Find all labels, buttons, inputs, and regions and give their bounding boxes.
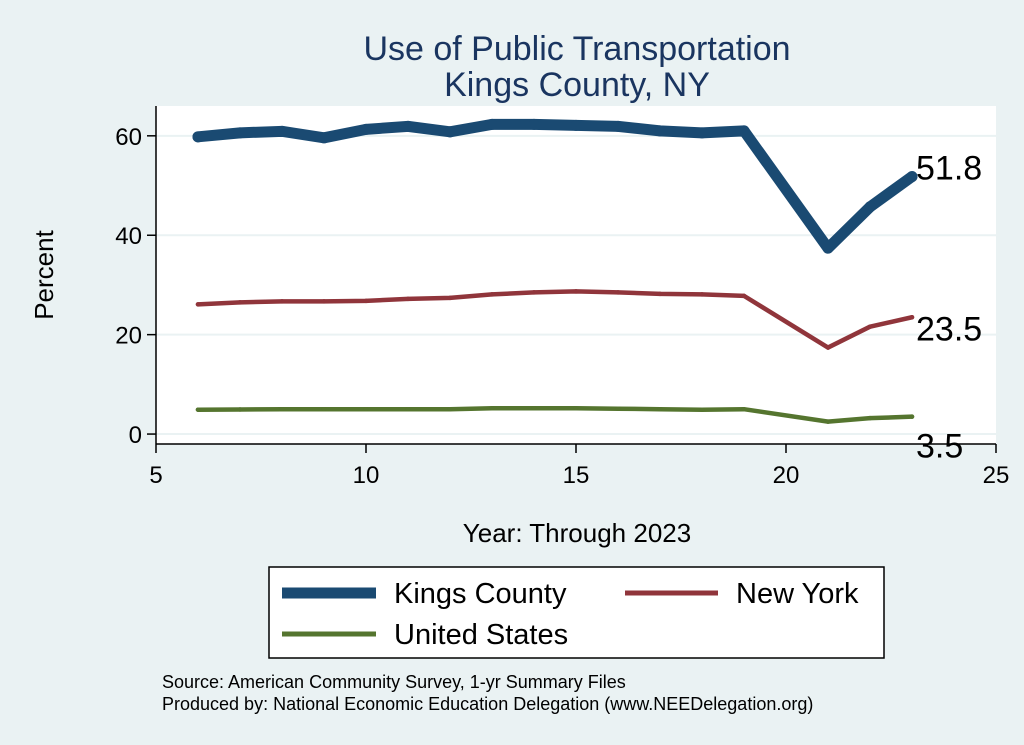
data-point-united-states-9 xyxy=(321,406,327,412)
data-point-united-states-23 xyxy=(909,414,915,419)
data-point-united-states-10 xyxy=(363,406,369,412)
data-point-kings-county-18 xyxy=(696,127,708,139)
chart-title-line-1: Use of Public Transportation xyxy=(363,30,790,68)
x-axis-label: Year: Through 2023 xyxy=(463,518,691,548)
plot-area xyxy=(156,106,996,444)
y-tick-label-60: 60 xyxy=(115,124,142,151)
data-point-kings-county-8 xyxy=(276,125,288,137)
data-point-kings-county-19 xyxy=(738,125,750,137)
data-point-united-states-12 xyxy=(447,406,453,412)
y-axis-ticks: 0 20 40 60 xyxy=(115,124,156,449)
data-point-kings-county-17 xyxy=(654,125,666,137)
data-point-united-states-6 xyxy=(195,407,201,412)
data-point-kings-county-9 xyxy=(318,132,330,144)
data-point-kings-county-11 xyxy=(402,120,414,132)
source-note: Source: American Community Survey, 1-yr … xyxy=(162,672,626,692)
producer-note: Produced by: National Economic Education… xyxy=(162,694,813,714)
data-point-united-states-13 xyxy=(489,405,495,411)
data-point-kings-county-14 xyxy=(528,118,540,130)
legend-label-new-york: New York xyxy=(736,578,859,610)
data-point-united-states-14 xyxy=(531,405,537,411)
series-group: 51.8 23.5 3.5 xyxy=(192,118,982,466)
data-point-new-york-10 xyxy=(363,298,369,304)
x-tick-label-15: 15 xyxy=(563,462,590,489)
data-point-new-york-13 xyxy=(489,292,495,297)
data-point-kings-county-7 xyxy=(234,127,246,139)
data-point-united-states-16 xyxy=(615,406,621,411)
data-point-kings-county-22 xyxy=(864,201,876,213)
x-tick-label-5: 5 xyxy=(149,462,162,489)
data-point-united-states-21 xyxy=(825,419,831,424)
x-tick-label-20: 20 xyxy=(773,462,800,489)
end-label-kings-county: 51.8 xyxy=(916,150,982,188)
y-axis-label: Percent xyxy=(29,229,59,319)
end-label-united-states: 3.5 xyxy=(916,428,963,466)
data-point-new-york-6 xyxy=(195,302,201,307)
y-tick-label-20: 20 xyxy=(115,323,142,350)
data-point-united-states-22 xyxy=(867,415,873,421)
data-point-united-states-17 xyxy=(657,406,663,412)
data-point-new-york-9 xyxy=(321,299,327,304)
data-point-kings-county-12 xyxy=(444,126,456,138)
data-point-new-york-14 xyxy=(531,290,537,295)
data-point-kings-county-15 xyxy=(570,119,582,131)
data-point-new-york-19 xyxy=(741,293,747,299)
data-point-kings-county-23 xyxy=(906,171,918,183)
end-label-new-york: 23.5 xyxy=(916,310,982,348)
y-tick-label-40: 40 xyxy=(115,223,142,250)
data-point-new-york-7 xyxy=(237,300,243,305)
chart-title-line-2: Kings County, NY xyxy=(444,66,710,104)
data-point-united-states-18 xyxy=(699,407,705,412)
data-point-new-york-17 xyxy=(657,291,663,297)
data-point-united-states-19 xyxy=(741,406,747,412)
data-point-new-york-11 xyxy=(405,296,411,302)
data-point-united-states-7 xyxy=(237,407,243,412)
data-point-new-york-12 xyxy=(447,295,453,301)
legend-box xyxy=(268,566,885,659)
data-point-kings-county-16 xyxy=(612,120,624,132)
x-axis-ticks: 5 10 15 20 25 xyxy=(149,444,1009,489)
data-point-united-states-11 xyxy=(405,406,411,412)
legend-label-kings-county: Kings County xyxy=(394,578,567,610)
data-point-kings-county-13 xyxy=(486,118,498,130)
data-point-new-york-21 xyxy=(825,345,831,350)
data-point-kings-county-21 xyxy=(822,242,834,254)
data-point-kings-county-6 xyxy=(192,131,204,143)
data-point-kings-county-10 xyxy=(360,123,372,135)
data-point-united-states-8 xyxy=(279,406,285,412)
data-point-new-york-16 xyxy=(615,290,621,295)
y-tick-label-0: 0 xyxy=(129,422,142,449)
x-tick-label-10: 10 xyxy=(353,462,380,489)
data-point-new-york-22 xyxy=(867,324,873,329)
data-point-united-states-15 xyxy=(573,405,579,411)
data-point-new-york-15 xyxy=(573,289,579,294)
data-point-new-york-23 xyxy=(909,315,915,320)
x-tick-label-25: 25 xyxy=(983,462,1010,489)
data-point-new-york-18 xyxy=(699,292,705,297)
data-point-new-york-8 xyxy=(279,299,285,304)
legend-label-united-states: United States xyxy=(394,619,568,651)
